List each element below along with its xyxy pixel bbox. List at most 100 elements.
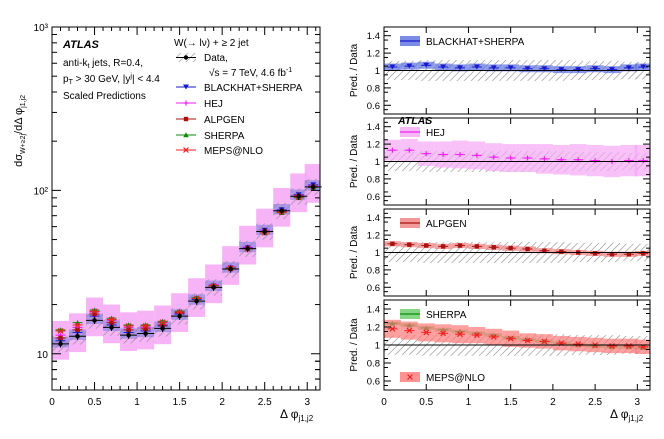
sherpa-marker: [183, 132, 189, 138]
ratio-y-tick-label: 0.8: [367, 174, 380, 185]
hej-marker: [457, 152, 463, 158]
legend: Data, √s = 7 TeV, 4.6 fb-1 BLACKHAT+SHER…: [176, 53, 303, 157]
alpgen-marker: [440, 244, 446, 249]
hej-marker: [640, 158, 646, 164]
meps-marker: [74, 322, 81, 328]
data-point: [279, 208, 285, 214]
data-point: [143, 331, 148, 336]
alpgen-marker: [542, 248, 547, 253]
alpgen-marker: [58, 335, 63, 341]
legend-label: MEPS@NLO: [204, 146, 263, 157]
ratio-legend-label: MEPS@NLO: [426, 373, 485, 384]
ratio-panel: 0.6 0.8 1 1.2 1.4 Pred. / Data BLACKHAT+SHERPA…: [349, 26, 651, 127]
data-point: [126, 332, 131, 338]
meps-marker: [457, 331, 463, 338]
hej-marker: [389, 147, 395, 153]
ratio-y-axis-label: Pred. / Data: [349, 43, 360, 97]
x-tick-label: 3: [304, 397, 310, 408]
ratio-legend-label: BLACKHAT+SHERPA: [426, 37, 525, 48]
ratio-panel: 0.6 0.8 1 1.2 1.4 Pred. / Data SHERPA MEPS@NLO: [349, 299, 651, 391]
ratio-x-axis-label: Δ φj1,j2: [610, 407, 644, 423]
ratio-y-tick-label: 0.8: [367, 359, 380, 370]
legend-item: MEPS@NLO: [176, 146, 263, 157]
y-tick-label: 10²: [34, 186, 49, 197]
x-tick-label: 2.5: [258, 397, 272, 408]
alpgen-marker: [508, 245, 513, 251]
main-frame: [51, 26, 321, 391]
data-point: [58, 341, 63, 347]
meps-marker: [423, 329, 430, 336]
alpgen-marker: [126, 327, 131, 333]
ratio-y-tick-label: 1: [375, 66, 380, 77]
ratio-y-tick-label: 0.6: [367, 192, 380, 203]
info-scaled: Scaled Predictions: [63, 91, 146, 102]
alpgen-marker: [609, 252, 615, 257]
ratio-y-tick-label: 0.6: [367, 101, 380, 112]
ratio-y-tick-label: 1: [375, 341, 380, 352]
meps-marker: [490, 333, 497, 340]
ratio-legend-label: SHERPA: [426, 310, 467, 321]
blackhat-marker: [558, 67, 565, 73]
meps-marker: [57, 327, 64, 334]
y-tick-label: 10³: [34, 23, 49, 34]
blackhat-marker: [575, 67, 582, 73]
data-point: [245, 246, 250, 251]
blackhat-marker: [389, 64, 396, 70]
meps-marker: [406, 327, 413, 334]
blackhat-marker: [592, 66, 599, 72]
meps-marker: [159, 319, 166, 326]
blackhat-marker: [609, 67, 615, 73]
ratio-y-tick-label: 1.2: [367, 140, 380, 151]
alpgen-marker: [474, 244, 480, 249]
legend-data-label: Data,: [204, 53, 228, 64]
hej-marker: [440, 152, 446, 158]
blackhat-marker: [183, 84, 189, 90]
hej-marker: [626, 158, 632, 164]
data-point: [296, 193, 302, 199]
hej-marker: [183, 100, 189, 106]
ratio-panels: 0.6 0.8 1 1.2 1.4 Pred. / Data BLACKHAT+SHERPA…: [349, 26, 651, 391]
alpgen-marker: [407, 242, 412, 247]
meps-marker: [125, 323, 132, 329]
blackhat-marker: [473, 64, 480, 70]
hej-marker: [508, 155, 514, 161]
alpgen-marker: [92, 311, 97, 317]
legend-item: SHERPA: [176, 131, 245, 142]
ratio-y-tick-label: 0.8: [367, 265, 380, 276]
meps-marker: [541, 338, 548, 345]
legend-label: BLACKHAT+SHERPA: [204, 83, 303, 94]
ratio-x-tick-label: 0: [381, 397, 387, 408]
legend-item: BLACKHAT+SHERPA: [176, 83, 303, 94]
legend-title: W(→ lν) + ≥ 2 jet: [174, 38, 249, 49]
ratio-y-tick-label: 0.8: [367, 83, 380, 94]
data-point: [160, 326, 165, 331]
data-point: [177, 313, 182, 319]
ratio-x-tick-label: 0.5: [419, 397, 433, 408]
blackhat-marker: [541, 66, 548, 72]
meps-marker: [507, 335, 514, 342]
alpgen-marker: [559, 249, 564, 254]
ratio-y-tick-label: 1.4: [367, 305, 380, 316]
x-tick-label: 0: [49, 397, 55, 408]
blackhat-marker: [640, 64, 647, 70]
y-tick-label: 10: [37, 350, 49, 361]
data-point: [92, 318, 97, 323]
ratio-x-tick-label: 1: [466, 397, 472, 408]
atlas-label: ATLAS: [62, 39, 100, 51]
ratio-y-tick-label: 0.6: [367, 377, 380, 388]
ratio-atlas-label: ATLAS: [397, 115, 432, 127]
ratio-y-tick-label: 1.4: [367, 213, 380, 224]
ratio-y-axis-label: Pred. / Data: [349, 225, 360, 279]
info-jets: anti-kt jets, R=0.4,: [63, 58, 143, 70]
blackhat-marker: [524, 66, 531, 72]
legend-data-marker: [183, 55, 189, 60]
main-prediction-bands: [52, 164, 320, 360]
hej-marker: [541, 156, 547, 162]
ratio-y-tick-label: 0.6: [367, 283, 380, 294]
ratio-x-axis: 0 0.5 1 1.5 2 2.5 3: [381, 397, 640, 408]
data-point: [194, 298, 199, 304]
x-tick-label: 1.5: [173, 397, 187, 408]
meps-marker: [575, 341, 582, 348]
alpgen-marker: [641, 251, 646, 256]
